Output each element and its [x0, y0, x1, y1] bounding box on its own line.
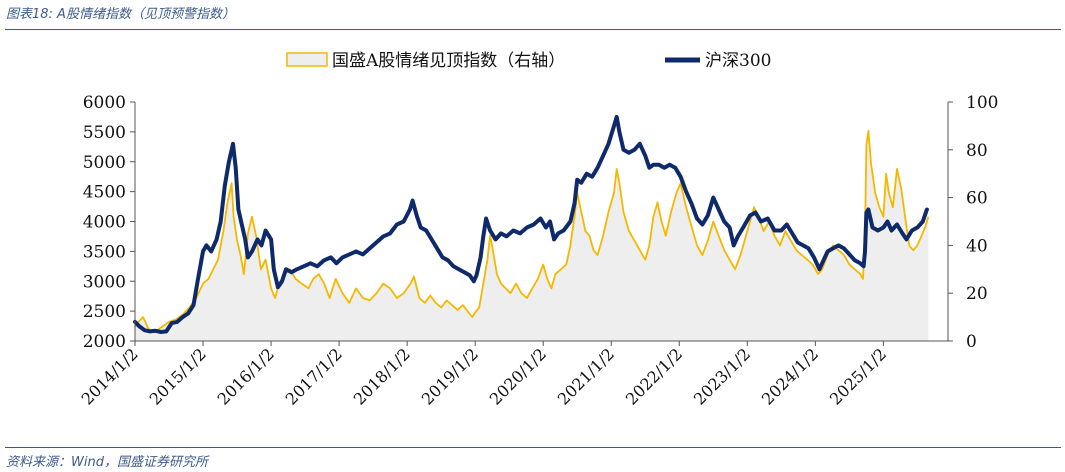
right-tick-label: 20: [966, 284, 988, 304]
legend-swatch-sentiment: [286, 52, 328, 67]
x-tick-label: 2021/1/2: [554, 344, 618, 408]
left-tick-label: 2500: [83, 302, 126, 322]
right-tick-label: 60: [966, 189, 988, 209]
left-tick-label: 6000: [83, 93, 126, 113]
left-tick-label: 3500: [83, 242, 126, 262]
x-tick-label: 2023/1/2: [690, 344, 754, 408]
left-tick-label: 4500: [83, 183, 126, 203]
left-tick-label: 5500: [83, 123, 126, 143]
left-tick-label: 5000: [83, 153, 126, 173]
x-tick-label: 2024/1/2: [758, 344, 822, 408]
x-tick-label: 2014/1/2: [78, 344, 142, 408]
right-tick-label: 0: [966, 332, 977, 352]
x-tick-label: 2019/1/2: [418, 344, 482, 408]
x-tick-label: 2022/1/2: [622, 344, 686, 408]
plot-area: [133, 114, 930, 341]
legend-label-sentiment: 国盛A股情绪见顶指数（右轴）: [332, 51, 565, 71]
bottom-rule: [5, 447, 1061, 448]
chart-axes: 2000 2500 3000 3500 4000 4500 5000 5500 6000 0 20 4…: [78, 93, 999, 409]
figure-source: 资料来源：Wind，国盛证券研究所: [6, 455, 208, 470]
sentiment-area: [135, 130, 929, 341]
figure-title: 图表18: A股情绪指数（见顶预警指数）: [6, 7, 235, 22]
right-tick-label: 80: [966, 141, 988, 161]
x-tick-label: 2025/1/2: [826, 344, 890, 408]
x-tick-label: 2018/1/2: [350, 344, 414, 408]
x-tick-label: 2017/1/2: [282, 344, 346, 408]
x-tick-label: 2020/1/2: [486, 344, 550, 408]
x-tick-label: 2016/1/2: [214, 344, 278, 408]
legend-label-hs300: 沪深300: [705, 51, 771, 71]
left-tick-label: 4000: [83, 213, 126, 233]
chart-legend: 国盛A股情绪见顶指数（右轴） 沪深300: [286, 51, 771, 71]
top-rule: [5, 29, 1061, 30]
right-tick-label: 40: [966, 236, 988, 256]
left-tick-label: 2000: [83, 332, 126, 352]
left-tick-label: 3000: [83, 272, 126, 292]
right-tick-label: 100: [966, 93, 998, 113]
sentiment-line: [134, 129, 930, 333]
hs300-line: [133, 114, 929, 334]
x-tick-label: 2015/1/2: [146, 344, 210, 408]
